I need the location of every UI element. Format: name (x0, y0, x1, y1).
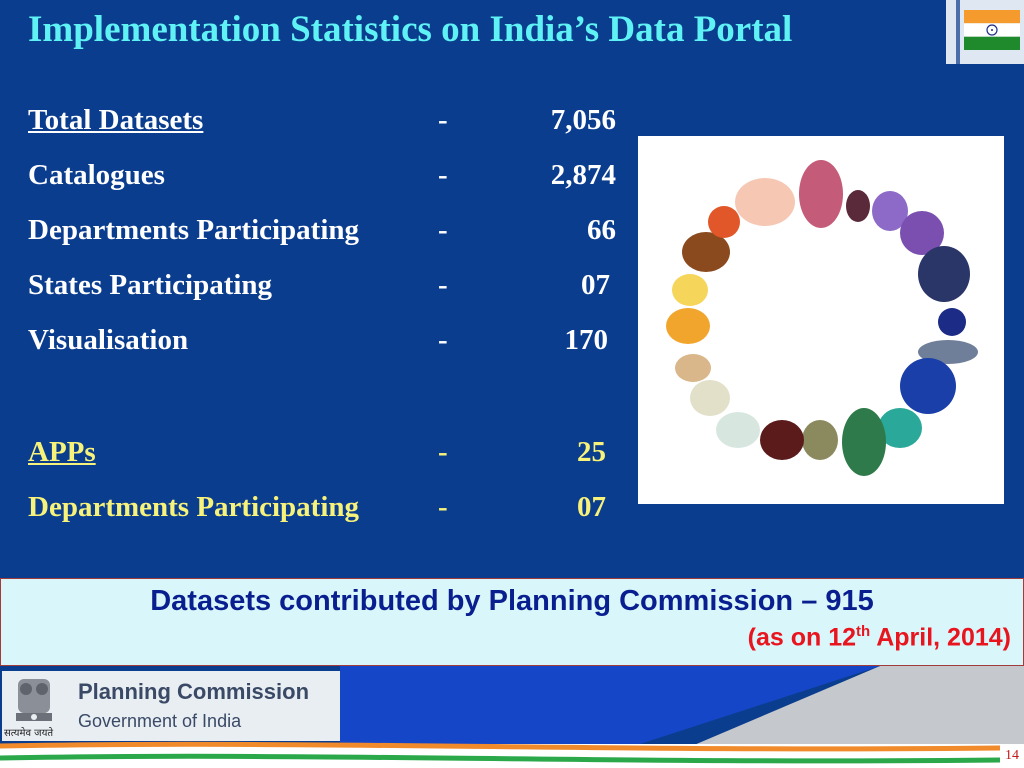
stat-dash: - (438, 104, 448, 136)
stat-dash: - (438, 436, 448, 468)
stat-label: States Participating (28, 269, 273, 301)
stat-label: Total Datasets (28, 104, 204, 136)
stat-label: APPs (28, 436, 96, 468)
banner-main-text: Datasets contributed by Planning Commiss… (150, 585, 874, 617)
stat-label: Visualisation (28, 324, 189, 356)
org-name: Planning Commission (78, 679, 310, 704)
stat-label: Departments Participating (28, 491, 360, 523)
planning-commission-banner: Datasets contributed by Planning Commiss… (0, 578, 1024, 666)
india-flag-icon (964, 10, 1020, 50)
flag-panel (946, 0, 1024, 64)
stat-row-apps-departments: Departments Participating - 07 (28, 491, 606, 524)
stat-row-states: States Participating - 07 (28, 269, 610, 302)
stat-value: 170 (564, 324, 609, 356)
slide-title: Implementation Statistics on India’s Dat… (28, 9, 793, 50)
stat-row-total-datasets: Total Datasets - 7,056 (28, 104, 616, 137)
stat-dash: - (438, 491, 448, 523)
motto-text: सत्यमेव जयते (4, 728, 54, 739)
stat-row-catalogues: Catalogues - 2,874 (28, 159, 616, 192)
stat-row-visualisation: Visualisation - 170 (28, 324, 608, 357)
stat-row-apps: APPs - 25 (28, 436, 606, 469)
org-subtitle: Government of India (78, 711, 242, 731)
stat-value: 07 (577, 491, 606, 523)
stat-dash: - (438, 324, 448, 356)
stat-dash: - (438, 214, 448, 246)
state-emblem-icon (16, 679, 52, 721)
banner-date: (as on 12th April, 2014) (747, 623, 1011, 652)
page-number: 14 (1000, 744, 1024, 768)
stat-label: Departments Participating (28, 214, 360, 246)
planning-commission-logo: सत्यमेव जयते Planning Commission Governm… (2, 671, 340, 741)
stat-value: 2,874 (550, 159, 616, 191)
gemstones-image (638, 136, 1004, 504)
stat-row-departments: Departments Participating - 66 (28, 214, 616, 247)
stat-value: 07 (581, 269, 610, 301)
stat-value: 66 (587, 214, 616, 246)
stat-dash: - (438, 269, 448, 301)
stat-value: 7,056 (550, 104, 616, 136)
stat-label: Catalogues (28, 159, 165, 191)
stat-dash: - (438, 159, 448, 191)
stat-value: 25 (577, 436, 606, 468)
